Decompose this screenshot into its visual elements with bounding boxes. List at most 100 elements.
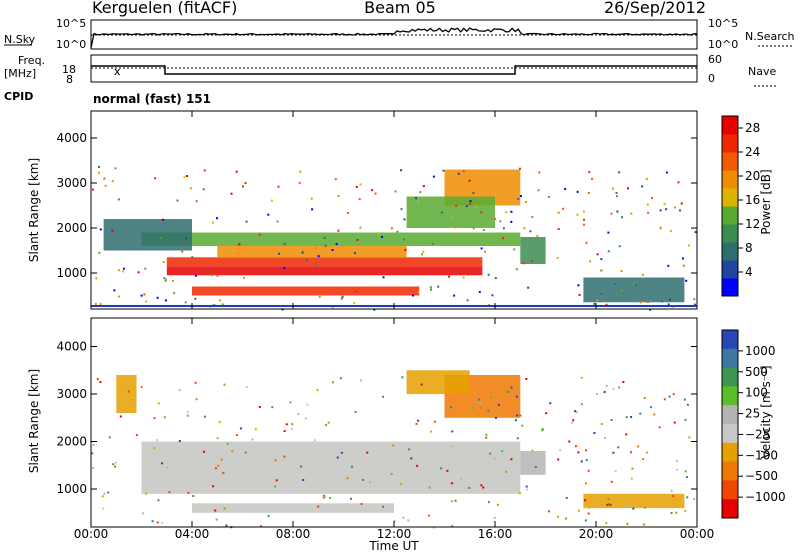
scatter-speck [316, 389, 319, 392]
scatter-speck [510, 210, 513, 213]
scatter-speck [479, 406, 482, 409]
scatter-region-4 [141, 232, 521, 246]
scatter-speck [523, 227, 526, 230]
scatter-speck [639, 301, 642, 304]
scatter-speck [156, 439, 159, 442]
scatter-speck [360, 379, 363, 382]
scatter-speck [251, 438, 254, 441]
scatter-speck [462, 170, 465, 172]
power-panel: 1000 2000 3000 4000 Slant Range [km] [27, 110, 698, 311]
scatter-speck [102, 507, 105, 510]
scatter-speck [274, 485, 277, 488]
scatter-speck [618, 171, 621, 174]
scatter-speck [243, 276, 246, 279]
y-tick-label: 1000 [56, 482, 87, 496]
scatter-speck [347, 212, 350, 214]
scatter-speck [116, 402, 119, 405]
scatter-speck [585, 459, 588, 462]
scatter-speck [589, 260, 592, 263]
scatter-speck [468, 179, 471, 182]
colorbar-swatch [722, 116, 738, 135]
scatter-speck [450, 406, 452, 409]
scatter-speck [584, 499, 587, 502]
scatter-speck [187, 491, 190, 494]
scatter-speck [153, 417, 156, 420]
scatter-speck [271, 406, 274, 409]
scatter-speck [235, 433, 238, 436]
scatter-speck [548, 510, 550, 513]
x-tick-label: 00:00 [680, 527, 715, 541]
scatter-speck [574, 410, 577, 413]
colorbar-swatch [722, 170, 738, 189]
scatter-speck [245, 220, 248, 223]
scatter-speck [460, 478, 463, 481]
scatter-speck [410, 457, 413, 460]
colorbar-swatch [722, 348, 738, 369]
scatter-speck [283, 430, 286, 433]
scatter-speck [396, 230, 399, 233]
scatter-speck [194, 297, 197, 300]
scatter-speck [362, 478, 364, 481]
scatter-speck [335, 243, 338, 246]
scatter-speck [163, 277, 166, 280]
scatter-speck [355, 290, 357, 293]
cpid-label: CPID [4, 90, 33, 103]
colorbar-swatch [722, 134, 738, 153]
scatter-speck [489, 452, 492, 455]
scatter-speck [127, 390, 130, 393]
scatter-speck [327, 421, 330, 424]
colorbar-swatch [722, 405, 738, 425]
x-tick-label: 12:00 [377, 527, 412, 541]
scatter-speck [491, 294, 494, 297]
scatter-speck [635, 284, 638, 287]
scatter-speck [687, 244, 690, 247]
scatter-speck [630, 212, 633, 215]
x-tick-label: 04:00 [175, 527, 210, 541]
scatter-speck [337, 229, 340, 232]
scatter-speck [220, 458, 223, 461]
scatter-speck [354, 410, 357, 413]
nsearch-tick-bottom: 10^0 [708, 38, 738, 51]
scatter-speck [489, 396, 492, 399]
scatter-speck [360, 503, 363, 505]
scatter-speck [632, 507, 635, 510]
scatter-speck [455, 204, 458, 207]
scatter-speck [587, 512, 590, 515]
scatter-speck [653, 413, 656, 416]
scatter-speck [475, 206, 478, 209]
scatter-speck [617, 446, 620, 449]
scatter-region-7 [406, 196, 495, 228]
date-title: 26/Sep/2012 [604, 0, 706, 17]
scatter-speck [219, 299, 222, 302]
scatter-speck [420, 383, 423, 386]
scatter-speck [693, 303, 696, 306]
scatter-speck [515, 395, 518, 398]
scatter-speck [300, 465, 303, 468]
scatter-speck [331, 249, 334, 251]
y-tick-label: 2000 [56, 221, 87, 235]
scatter-speck [485, 436, 488, 439]
scatter-speck [164, 299, 167, 302]
colorbar-tick-label: −1000 [745, 490, 786, 504]
colorbar-tick-label: 16 [745, 193, 760, 207]
scatter-speck [527, 286, 530, 289]
scatter-speck [223, 507, 226, 510]
scatter-speck [451, 430, 454, 433]
scatter-speck [103, 177, 106, 180]
scatter-speck [310, 197, 313, 200]
x-tick-label: 00:00 [74, 527, 109, 541]
scatter-speck [437, 285, 440, 288]
freq-label: Freq. [18, 54, 45, 67]
scatter-speck [195, 398, 198, 401]
scatter-speck [487, 501, 490, 504]
scatter-speck [537, 189, 540, 192]
scatter-speck [270, 199, 273, 202]
scatter-speck [580, 376, 583, 379]
scatter-speck [324, 244, 327, 247]
colorbar-swatch [722, 224, 738, 243]
y-tick-label: 4000 [56, 340, 87, 354]
nsearch-label: N.Search [745, 30, 795, 43]
scatter-speck [534, 466, 537, 468]
nave-label: Nave [748, 65, 776, 78]
scatter-speck [91, 452, 94, 455]
